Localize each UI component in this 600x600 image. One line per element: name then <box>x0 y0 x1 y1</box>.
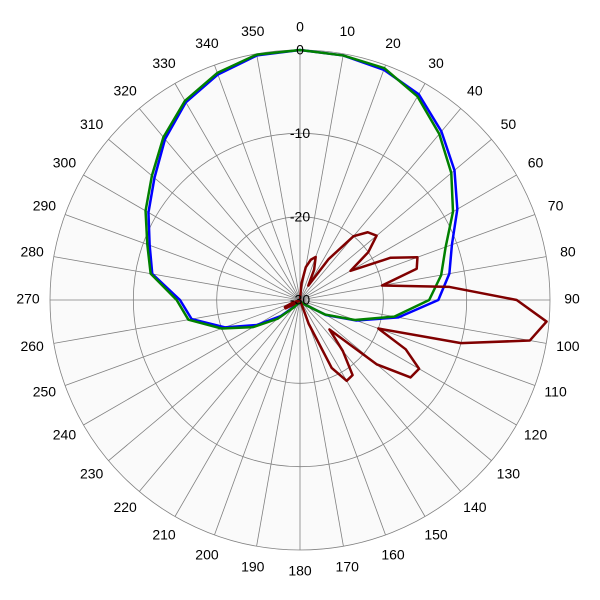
spoke-line <box>53 256 301 301</box>
angle-label: 50 <box>501 116 517 132</box>
spoke-line <box>256 299 301 547</box>
spoke-line <box>53 299 301 344</box>
angle-label: 300 <box>53 155 77 171</box>
angle-label: 170 <box>336 559 360 575</box>
angle-label: 60 <box>528 155 544 171</box>
spoke-line <box>299 256 547 301</box>
angle-label: 180 <box>288 563 312 579</box>
spoke-line <box>138 108 301 301</box>
r-tick-label: -20 <box>290 208 310 224</box>
angle-label: 270 <box>16 291 40 307</box>
angle-label: 230 <box>80 466 104 482</box>
angle-label: 200 <box>195 546 219 562</box>
angle-label: 90 <box>564 291 580 307</box>
spoke-line <box>299 174 517 301</box>
spoke-line <box>214 299 301 536</box>
spoke-line <box>299 299 386 536</box>
series-line <box>283 230 548 383</box>
angle-label: 290 <box>33 198 57 214</box>
angle-label: 330 <box>152 55 176 71</box>
spoke-line <box>214 64 301 301</box>
angle-label: 40 <box>467 82 483 98</box>
angle-label: 140 <box>463 499 487 515</box>
angle-label: 310 <box>80 116 104 132</box>
grid-ring <box>216 216 384 384</box>
angle-label: 20 <box>385 35 401 51</box>
r-tick-label: -30 <box>290 292 310 308</box>
spoke-line <box>299 299 492 462</box>
angle-label: 80 <box>560 243 576 259</box>
angle-label: 110 <box>544 384 567 400</box>
angle-label: 240 <box>53 427 77 443</box>
angle-label: 150 <box>424 526 448 542</box>
angle-label: 10 <box>339 23 355 39</box>
angle-label: 280 <box>20 243 44 259</box>
spoke-line <box>299 299 547 344</box>
spoke-line <box>83 174 301 301</box>
spoke-line <box>299 83 426 301</box>
angle-label: 30 <box>428 55 444 71</box>
spoke-line <box>138 299 301 492</box>
angle-label: 70 <box>548 198 564 214</box>
spoke-line <box>299 138 492 301</box>
angle-label: 350 <box>241 23 265 39</box>
angle-label: 320 <box>113 82 137 98</box>
angle-label: 260 <box>20 338 44 354</box>
spoke-line <box>299 299 536 386</box>
angle-label: 130 <box>497 466 521 482</box>
spoke-line <box>299 53 344 301</box>
spoke-line <box>256 53 301 301</box>
angle-label: 340 <box>195 35 219 51</box>
angle-label: 250 <box>33 384 57 400</box>
angle-label: 220 <box>113 499 137 515</box>
angle-label: 100 <box>556 338 580 354</box>
spoke-line <box>299 299 344 547</box>
spoke-line <box>64 299 301 386</box>
spoke-line <box>174 299 301 517</box>
angle-label: 120 <box>524 427 548 443</box>
spoke-line <box>108 299 301 462</box>
grid-ring <box>132 132 468 468</box>
angle-label: 190 <box>241 559 265 575</box>
spoke-line <box>83 299 301 426</box>
spoke-line <box>64 214 301 301</box>
spoke-line <box>108 138 301 301</box>
angle-label: 160 <box>381 546 405 562</box>
spoke-line <box>299 299 517 426</box>
spoke-line <box>174 83 301 301</box>
spoke-line <box>299 299 426 517</box>
r-tick-label: -10 <box>290 125 310 141</box>
angle-label: 210 <box>152 526 176 542</box>
spoke-line <box>299 299 462 492</box>
angle-label: 0 <box>296 19 304 35</box>
r-tick-label: 0 <box>296 42 304 58</box>
spoke-line <box>299 108 462 301</box>
